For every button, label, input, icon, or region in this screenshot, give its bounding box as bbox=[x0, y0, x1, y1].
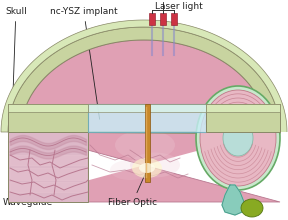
Ellipse shape bbox=[130, 152, 180, 178]
Bar bbox=[8, 104, 88, 112]
Bar bbox=[8, 104, 88, 132]
Text: Laser light: Laser light bbox=[155, 2, 203, 11]
Ellipse shape bbox=[139, 163, 155, 173]
Bar bbox=[145, 104, 150, 182]
Text: Skull: Skull bbox=[5, 7, 27, 119]
Ellipse shape bbox=[115, 130, 175, 160]
Ellipse shape bbox=[241, 199, 263, 217]
PathPatch shape bbox=[8, 40, 280, 202]
Bar bbox=[88, 104, 206, 132]
Text: Waveguide: Waveguide bbox=[3, 178, 53, 207]
Bar bbox=[149, 13, 155, 25]
Ellipse shape bbox=[223, 120, 253, 156]
Bar bbox=[160, 13, 166, 25]
Ellipse shape bbox=[196, 86, 280, 190]
Ellipse shape bbox=[132, 158, 162, 178]
Ellipse shape bbox=[110, 160, 150, 180]
Polygon shape bbox=[222, 185, 244, 215]
Bar bbox=[171, 13, 177, 25]
PathPatch shape bbox=[1, 20, 287, 132]
Bar bbox=[88, 104, 206, 112]
PathPatch shape bbox=[8, 27, 280, 134]
Bar bbox=[206, 104, 280, 132]
Bar bbox=[8, 132, 88, 202]
Ellipse shape bbox=[200, 90, 276, 186]
Text: Fiber Optic: Fiber Optic bbox=[108, 172, 157, 207]
Text: nc-YSZ implant: nc-YSZ implant bbox=[50, 7, 118, 119]
Bar bbox=[206, 104, 280, 112]
